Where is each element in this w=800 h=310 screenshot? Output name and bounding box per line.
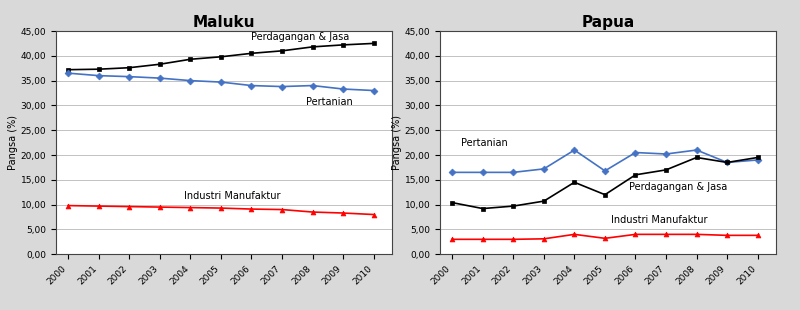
Text: Perdagangan & Jasa: Perdagangan & Jasa (630, 182, 728, 192)
Text: Pertanian: Pertanian (306, 97, 354, 107)
Title: Papua: Papua (582, 15, 634, 30)
Title: Maluku: Maluku (193, 15, 255, 30)
Text: Perdagangan & Jasa: Perdagangan & Jasa (251, 32, 350, 42)
Text: Pertanian: Pertanian (462, 138, 508, 148)
Text: Industri Manufaktur: Industri Manufaktur (611, 215, 707, 225)
Text: Industri Manufaktur: Industri Manufaktur (184, 191, 281, 201)
Y-axis label: Pangsa (%): Pangsa (%) (8, 115, 18, 170)
Y-axis label: Pangsa (%): Pangsa (%) (392, 115, 402, 170)
